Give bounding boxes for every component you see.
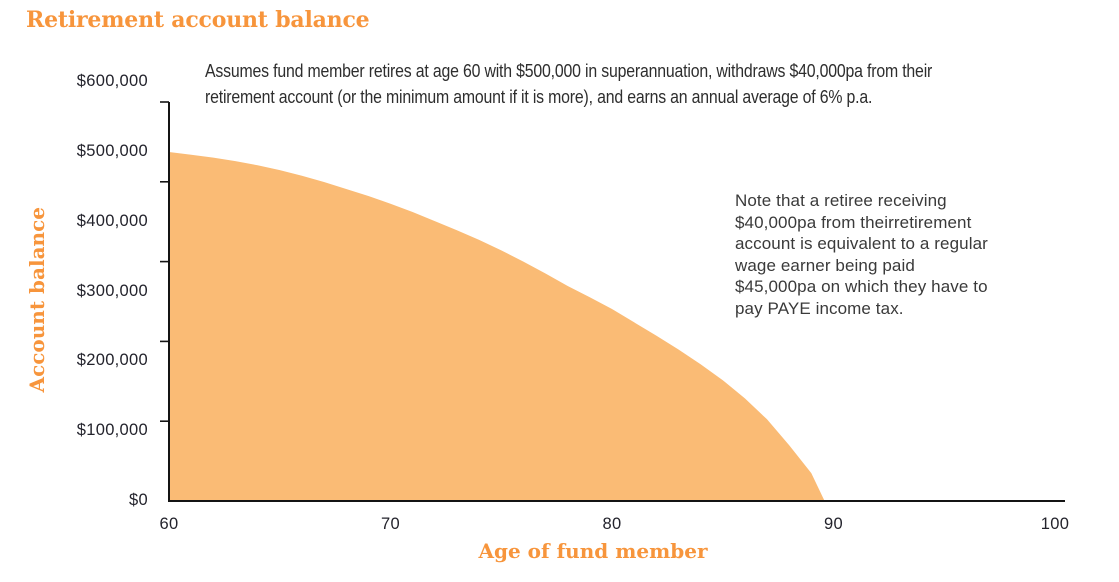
x-axis-tick-label: 70	[381, 515, 400, 533]
y-axis-tick-label: $200,000	[76, 351, 148, 370]
x-axis-label: Age of fund member	[478, 539, 708, 563]
chart-subtitle: Assumes fund member retires at age 60 wi…	[205, 61, 933, 107]
y-axis-tick-label: $100,000	[76, 421, 148, 440]
y-axis-tick-label: $400,000	[76, 211, 148, 230]
y-axis-tick-label: $500,000	[76, 142, 148, 160]
chart-title: Retirement account balance	[26, 7, 370, 33]
x-axis-tick-label: 80	[602, 515, 622, 533]
axis-lines	[168, 102, 1065, 502]
note-annotation: Note that a retiree receiving $40,000pa …	[735, 191, 988, 318]
y-axis-tick-label: $0	[129, 491, 148, 509]
x-axis-tick-label: 90	[824, 515, 843, 533]
x-axis-tick-label: 100	[1040, 515, 1070, 533]
x-axis-tick-label: 60	[159, 515, 179, 533]
y-axis-label: Account balance	[25, 207, 49, 393]
y-axis-ticks	[160, 101, 169, 423]
y-axis-tick-label: $600,000	[76, 72, 148, 91]
balance-area-shape	[169, 152, 825, 501]
y-axis-tick-label: $300,000	[76, 281, 148, 300]
